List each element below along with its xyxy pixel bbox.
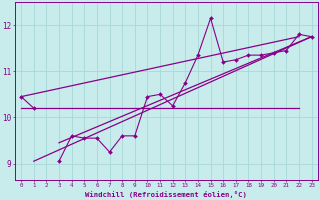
X-axis label: Windchill (Refroidissement éolien,°C): Windchill (Refroidissement éolien,°C) (85, 191, 247, 198)
